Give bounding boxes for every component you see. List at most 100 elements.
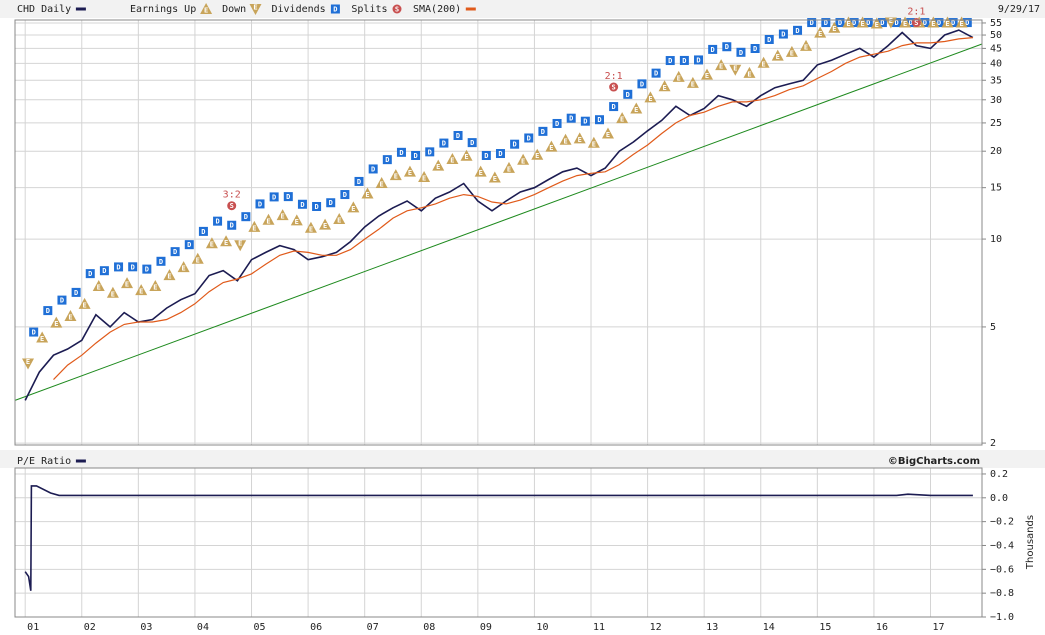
- dividends-marker: D: [877, 18, 887, 28]
- dividend-icon: [750, 44, 760, 54]
- dividend-icon: [694, 55, 704, 65]
- earnings-up-icon: [601, 127, 614, 139]
- date-label: 9/29/17: [998, 4, 1040, 15]
- marker-symbol: D: [74, 289, 78, 297]
- marker-symbol: D: [725, 43, 729, 51]
- dividends-marker: D: [467, 138, 477, 148]
- earnings-up-marker: E: [559, 133, 572, 145]
- dividends-marker: D: [283, 192, 293, 202]
- y-tick-label: 30: [990, 95, 1002, 106]
- y-tick-label: 2: [990, 438, 996, 449]
- dividend-icon: [580, 116, 590, 126]
- earnings-up-icon: [290, 214, 303, 226]
- earnings-up-icon: [248, 220, 261, 232]
- marker-symbol: D: [781, 31, 785, 39]
- dividend-icon: [156, 256, 166, 266]
- earnings-up-icon: [389, 169, 402, 181]
- earnings-up-marker: E: [220, 235, 233, 247]
- earnings-up-marker: E: [64, 309, 77, 321]
- earnings-up-marker: E: [389, 169, 402, 181]
- marker-symbol: E: [238, 240, 242, 248]
- dividend-icon: [708, 44, 718, 54]
- dividend-icon: [326, 198, 336, 208]
- marker-symbol: S: [914, 19, 918, 27]
- dividends-marker: D: [29, 327, 39, 337]
- earnings-up-marker: E: [517, 153, 530, 165]
- dividends-marker: D: [566, 113, 576, 123]
- dividends-marker: D: [764, 34, 774, 44]
- dividend-icon: [948, 18, 958, 28]
- split-label: 3:2: [223, 190, 241, 201]
- marker-symbol: E: [450, 156, 454, 164]
- earnings-up-marker: E: [630, 102, 643, 114]
- marker-symbol: E: [210, 241, 214, 249]
- earnings-up-marker: E: [347, 201, 360, 213]
- earnings-up-marker: E: [785, 45, 798, 57]
- earnings-up-marker: E: [715, 59, 728, 71]
- dividend-icon: [892, 18, 902, 28]
- y-tick-label: 20: [990, 146, 1002, 157]
- dividend-icon: [609, 102, 619, 112]
- dividend-icon: [411, 150, 421, 160]
- marker-symbol: D: [385, 156, 389, 164]
- marker-symbol: E: [408, 169, 412, 177]
- earnings-up-marker: E: [488, 171, 501, 183]
- dividend-icon: [269, 192, 279, 202]
- marker-symbol: D: [527, 134, 531, 142]
- splits-marker: S 2:1: [605, 71, 623, 92]
- dividend-icon: [495, 149, 505, 159]
- dividends-marker: D: [821, 18, 831, 28]
- x-tick-label: 17: [933, 622, 945, 633]
- marker-symbol: D: [333, 6, 337, 14]
- x-tick-label: 04: [197, 622, 209, 633]
- dividends-marker: D: [679, 55, 689, 65]
- marker-symbol: E: [875, 21, 879, 29]
- marker-symbol: E: [125, 281, 129, 289]
- dividend-icon: [807, 18, 817, 28]
- earnings-up-marker: E: [121, 277, 134, 289]
- marker-symbol: D: [456, 132, 460, 140]
- dividends-marker: D: [722, 42, 732, 52]
- dividend-icon: [722, 42, 732, 52]
- marker-symbol: E: [153, 283, 157, 291]
- x-tick-label: 10: [536, 622, 548, 633]
- earnings-down-icon: [729, 64, 742, 76]
- earnings-up-marker: E: [106, 286, 119, 298]
- dividends-marker: D: [481, 150, 491, 160]
- plot-frame: [14, 19, 983, 446]
- marker-symbol: E: [40, 335, 44, 343]
- marker-symbol: E: [846, 20, 850, 28]
- marker-symbol: D: [413, 152, 417, 160]
- marker-symbol: E: [606, 131, 610, 139]
- marker-symbol: D: [329, 199, 333, 207]
- earnings-up-marker: E: [601, 127, 614, 139]
- earnings-up-icon: [446, 152, 459, 164]
- dividend-icon: [382, 155, 392, 165]
- marker-symbol: E: [309, 225, 313, 233]
- dividends-marker: D: [57, 295, 67, 305]
- dividends-marker: D: [85, 269, 95, 279]
- marker-symbol: D: [753, 45, 757, 53]
- dividends-marker: D: [906, 18, 916, 28]
- marker-symbol: D: [60, 297, 64, 305]
- dividend-icon: [481, 150, 491, 160]
- marker-symbol: E: [351, 205, 355, 213]
- dividend-icon: [764, 34, 774, 44]
- marker-symbol: E: [691, 80, 695, 88]
- earnings-up-icon: [460, 149, 473, 161]
- legend-label: SMA(200): [413, 4, 461, 15]
- marker-symbol: D: [711, 46, 715, 54]
- line: [24, 485, 973, 591]
- dividends-marker: D: [396, 147, 406, 157]
- earnings-down-icon: [234, 240, 247, 252]
- dividends-marker: D: [170, 247, 180, 257]
- y-axis-label: Thousands: [1025, 515, 1036, 570]
- marker-symbol: E: [111, 290, 115, 298]
- dividends-marker: D: [411, 150, 421, 160]
- marker-symbol: E: [167, 273, 171, 281]
- earnings-up-marker: E: [248, 220, 261, 232]
- dividend-icon: [906, 18, 916, 28]
- dividend-icon: [679, 55, 689, 65]
- earnings-up-marker: E: [502, 161, 515, 173]
- x-tick-label: 12: [650, 622, 662, 633]
